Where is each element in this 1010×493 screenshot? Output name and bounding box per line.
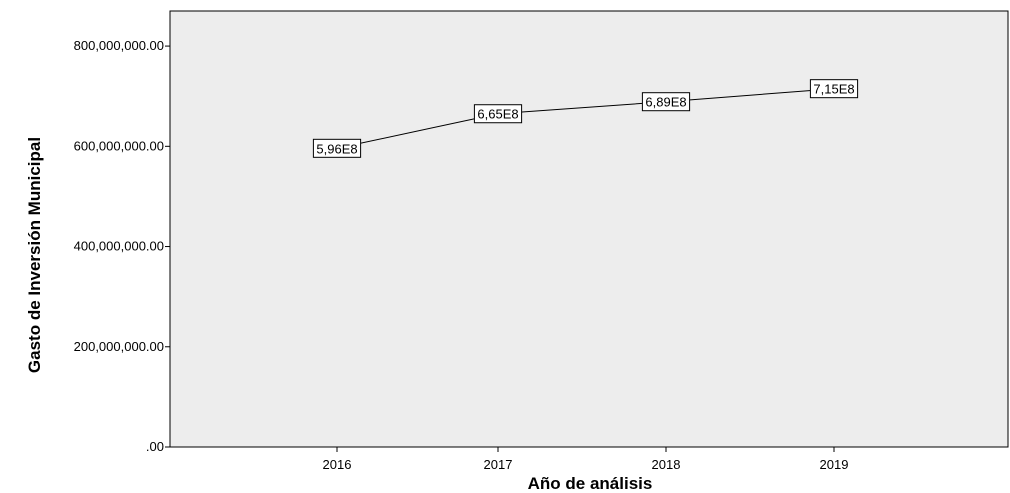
data-label-text: 6,65E8 [477,107,518,122]
data-label-box [312,138,362,158]
y-tick-label: 600,000,000.00 [74,138,164,153]
data-label-box [473,104,523,124]
plot-area [169,10,1009,448]
data-point-label: 7,15E8 [809,79,859,99]
data-label-box [641,92,691,112]
y-tick-label: 200,000,000.00 [74,339,164,354]
data-label-text: 5,96E8 [316,141,357,156]
x-tick-label: 2019 [820,457,849,472]
series-line [336,88,835,149]
data-point-label: 5,96E8 [312,138,362,158]
y-tick-label: 400,000,000.00 [74,239,164,254]
x-tick-label: 2017 [484,457,513,472]
data-label-text: 6,89E8 [645,95,686,110]
y-tick-label: 800,000,000.00 [74,38,164,53]
y-axis-title: Gasto de Inversión Municipal [25,137,44,373]
data-point-label: 6,89E8 [641,92,691,112]
data-label-text: 7,15E8 [813,82,854,97]
x-tick-label: 2018 [652,457,681,472]
x-axis-title: Año de análisis [528,474,653,493]
y-tick-label: .00 [146,439,164,454]
data-point-label: 6,65E8 [473,104,523,124]
x-tick-label: 2016 [323,457,352,472]
data-label-box [809,79,859,99]
